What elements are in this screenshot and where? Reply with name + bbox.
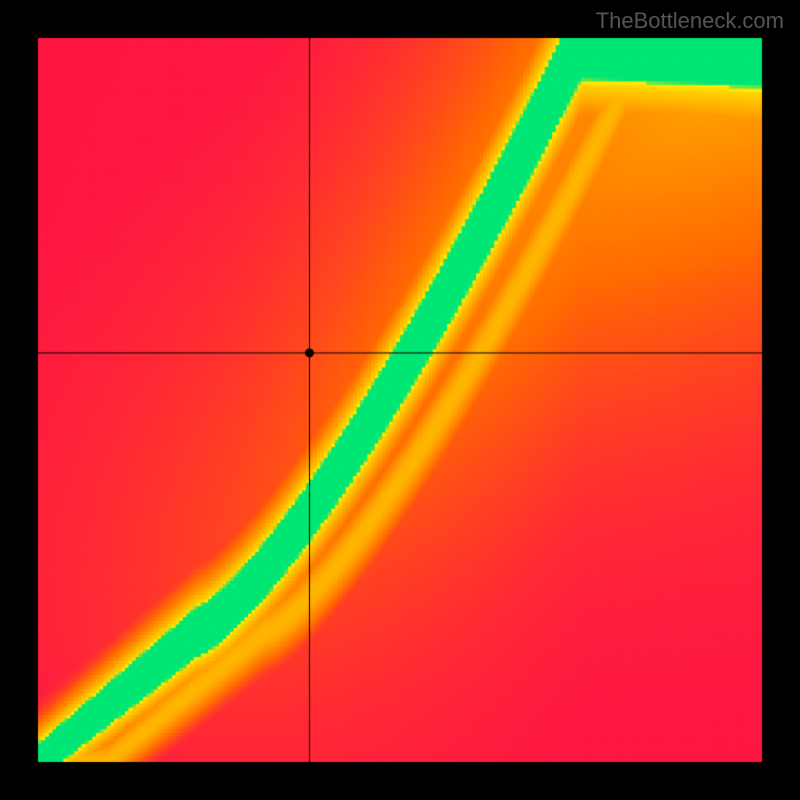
watermark-text: TheBottleneck.com bbox=[596, 8, 784, 34]
chart-container: TheBottleneck.com bbox=[0, 0, 800, 800]
heatmap-canvas bbox=[0, 0, 800, 800]
